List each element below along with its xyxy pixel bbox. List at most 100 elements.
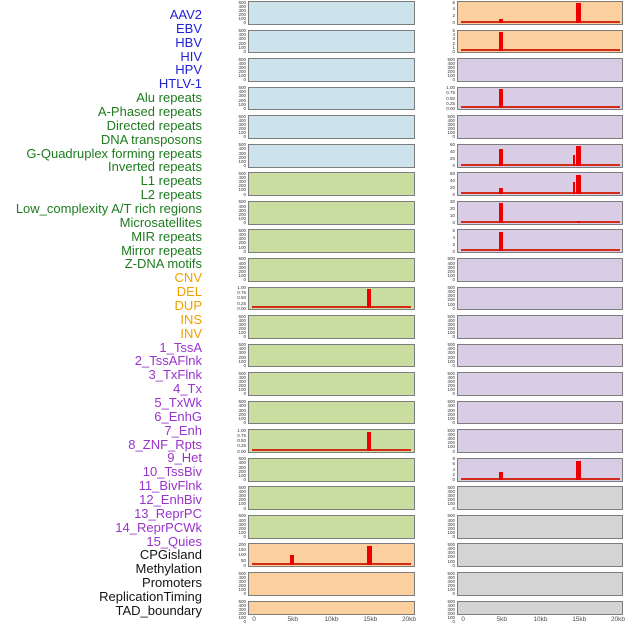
signal-baseline: [252, 449, 411, 452]
y-tick-label: 100: [238, 358, 246, 364]
y-tick-label: 500: [447, 342, 455, 348]
y-axis-ticks: 500 400 300 200 100 0: [427, 57, 455, 83]
track-panel: [248, 229, 415, 254]
y-tick-label: 0.00: [237, 305, 246, 311]
track-panel: [457, 543, 623, 568]
track-panel: [457, 343, 623, 368]
track-label: 6_EnhG: [154, 408, 202, 424]
y-tick-label: 0: [243, 248, 246, 254]
y-tick-label: 0: [452, 191, 455, 197]
y-tick-label: 300: [447, 64, 455, 70]
y-tick-label: 200: [447, 326, 455, 332]
y-tick-label: 0.75: [237, 432, 246, 438]
y-tick-label: 0.75: [237, 290, 246, 296]
y-tick-label: 300: [447, 521, 455, 527]
y-tick-label: 0: [452, 619, 455, 625]
y-tick-label: 100: [238, 130, 246, 136]
y-tick-label: 0: [452, 305, 455, 311]
track-label: 14_ReprPCWk: [115, 519, 202, 535]
y-tick-label: 0.00: [237, 448, 246, 454]
y-axis-ticks: 500 400 300 200 100 0: [427, 114, 455, 140]
y-tick-label: 100: [238, 530, 246, 536]
signal-spike: [498, 89, 503, 109]
y-tick-label: 200: [447, 354, 455, 360]
y-tick-label: 300: [238, 179, 246, 185]
y-tick-label: 400: [238, 60, 246, 66]
y-tick-label: 0: [452, 277, 455, 283]
track-panel: [248, 29, 415, 54]
y-axis-ticks: 1.00 0.75 0.50 0.25 0.00: [427, 85, 455, 111]
y-tick-label: 400: [238, 489, 246, 494]
y-tick-label: 0: [452, 448, 455, 454]
y-tick-label: 500: [447, 513, 455, 519]
track-panel: [248, 429, 415, 454]
y-tick-label: 0: [243, 105, 246, 111]
y-tick-label: 400: [238, 174, 246, 180]
y-tick-label: 6: [452, 227, 455, 233]
y-tick-label: 500: [238, 199, 246, 205]
y-tick-label: 200: [238, 383, 246, 389]
y-tick-label: 100: [238, 330, 246, 336]
track-label: 2_TssAFlnk: [134, 353, 202, 369]
y-tick-label: 0: [243, 505, 246, 511]
y-tick-label: 0: [243, 562, 246, 568]
signal-spike: [367, 289, 372, 309]
y-tick-label: 0: [452, 163, 455, 169]
y-tick-label: 200: [238, 240, 246, 246]
y-tick-label: 500: [238, 256, 246, 262]
y-tick-label: 2: [452, 13, 455, 19]
y-tick-label: 400: [238, 460, 246, 466]
y-axis-ticks: 500 400 300 200 100 0: [427, 428, 455, 454]
y-tick-label: 0.50: [237, 438, 246, 444]
y-tick-label: 100: [238, 587, 246, 593]
signal-baseline: [252, 306, 411, 309]
y-tick-label: 100: [238, 16, 246, 22]
track-label: HPV: [175, 62, 202, 78]
track-panel: [248, 543, 415, 568]
track-panel: [457, 115, 623, 139]
signal-spike: [366, 545, 372, 566]
y-tick-label: 300: [447, 550, 455, 556]
y-tick-label: 400: [447, 546, 455, 552]
track-label: L2 repeats: [140, 187, 202, 203]
y-tick-label: 300: [238, 521, 246, 527]
signal-spike: [575, 3, 581, 23]
y-tick-label: 200: [238, 326, 246, 332]
y-tick-label: 200: [238, 497, 246, 503]
y-tick-label: 100: [447, 358, 455, 364]
track-label: ReplicationTiming: [99, 588, 202, 604]
y-tick-label: 200: [238, 211, 246, 217]
y-tick-label: 300: [447, 378, 455, 384]
signal-spike: [498, 19, 503, 23]
track-label: L1 repeats: [140, 173, 202, 189]
y-tick-label: 500: [447, 484, 455, 490]
track-label: 12_EnhBiv: [139, 491, 202, 507]
y-tick-label: 200: [447, 297, 455, 303]
y-tick-label: 300: [238, 407, 246, 413]
y-tick-label: 200: [447, 611, 455, 617]
signal-baseline: [461, 20, 620, 23]
y-tick-label: 0.50: [446, 95, 455, 101]
y-tick-label: 300: [447, 407, 455, 413]
y-tick-label: 200: [238, 154, 246, 160]
track-label: Mirror repeats: [121, 242, 202, 258]
track-label: EBV: [175, 20, 202, 36]
track-panel: [248, 172, 415, 197]
track-panel: [457, 143, 623, 168]
y-axis-ticks: 500 400 300 200 100 0: [218, 85, 246, 111]
y-tick-label: 100: [238, 472, 246, 478]
y-axis-ticks: 500 400 300 200 100 0: [218, 200, 246, 225]
y-tick-label: 200: [238, 468, 246, 474]
track-label: HTLV-1: [158, 76, 202, 92]
track-label: AAV2: [169, 7, 202, 22]
track-panel: [457, 200, 623, 225]
track-label: HIV: [180, 48, 202, 64]
x-tick-label: 20kb: [401, 615, 417, 623]
y-tick-label: 400: [238, 260, 246, 266]
y-tick-label: 40: [449, 177, 455, 183]
signal-spike: [575, 175, 581, 195]
y-tick-label: 0: [243, 534, 246, 540]
y-tick-label: 20: [449, 184, 455, 190]
y-tick-label: 200: [447, 525, 455, 531]
